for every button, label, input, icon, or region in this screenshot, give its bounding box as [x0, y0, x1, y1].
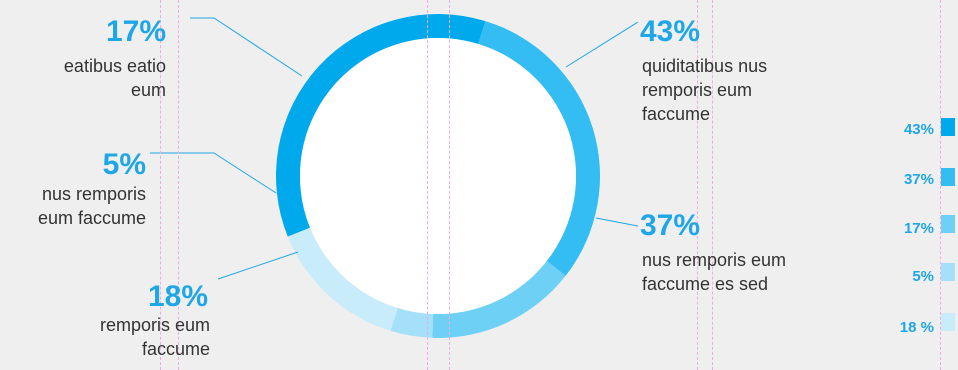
- legend-entry-3-swatch: [941, 215, 955, 233]
- slice-5-label: nus remporis eum faccume: [37, 184, 146, 228]
- legend-entry-2-swatch: [941, 168, 955, 186]
- guide-line: [940, 0, 941, 370]
- slice-37-label: nus remporis eum faccume es sed: [642, 250, 787, 294]
- leader-line-43: [565, 21, 639, 68]
- slice-37-percent: 37%: [640, 209, 701, 242]
- leader-line-17: [190, 17, 303, 77]
- legend-entry-1-swatch: [941, 118, 955, 136]
- slice-18-percent: 18%: [147, 280, 208, 313]
- guide-line: [697, 0, 698, 370]
- legend-entry-5-label: 18 %: [899, 319, 934, 336]
- guide-line: [178, 0, 179, 370]
- leader-line-5: [150, 152, 277, 194]
- slice-43-percent: 43%: [640, 15, 701, 48]
- slice-17-arc: [287, 227, 398, 331]
- slice-17-label: eatibus eatio eum: [63, 56, 166, 100]
- guide-line: [160, 0, 161, 370]
- guide-line: [449, 0, 450, 370]
- leader-line-37: [595, 217, 639, 227]
- donut-hole: [300, 38, 576, 314]
- slice-18-label: remporis eum faccume: [99, 315, 210, 359]
- legend-entry-3-label: 17%: [903, 220, 934, 237]
- slice-17-percent: 17%: [105, 15, 166, 48]
- guide-line: [427, 0, 428, 370]
- slice-37-arc: [478, 21, 600, 276]
- legend-entry-4-label: 5%: [912, 268, 934, 285]
- slice-5-percent: 5%: [102, 148, 146, 181]
- legend-entry-5-swatch: [941, 313, 955, 331]
- guide-line: [712, 0, 713, 370]
- slice-18-arc: [432, 260, 566, 338]
- slice-43-label: quiditatibus nus remporis eum faccume: [642, 56, 768, 124]
- slice-43-arc: [275, 14, 486, 237]
- legend-entry-2-label: 37%: [903, 171, 934, 188]
- legend-entry-4-swatch: [941, 263, 955, 281]
- legend-entry-1-label: 43%: [903, 121, 934, 138]
- slice-5-arc: [390, 307, 434, 338]
- leader-line-18: [217, 251, 299, 280]
